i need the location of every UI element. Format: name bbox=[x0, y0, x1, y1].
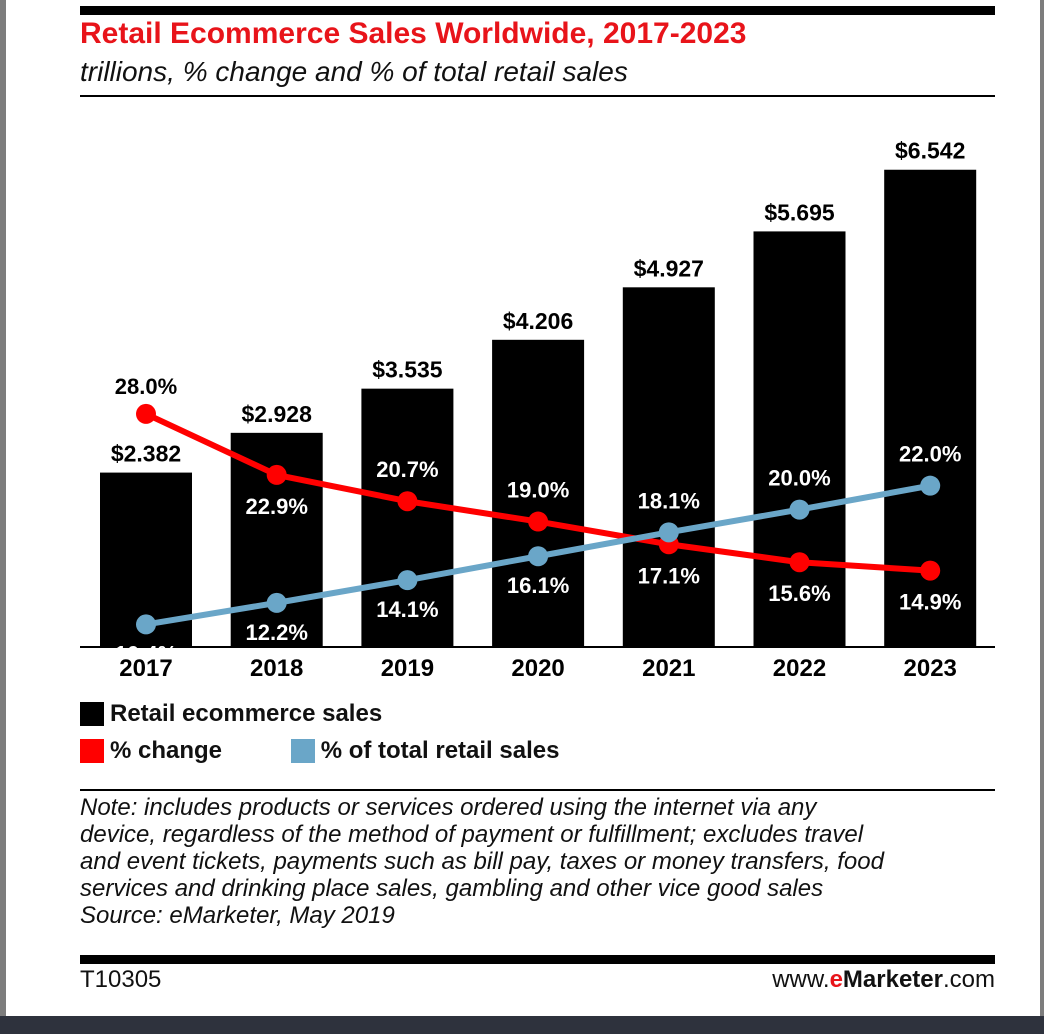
note-line: device, regardless of the method of paym… bbox=[80, 821, 864, 848]
note-line: services and drinking place sales, gambl… bbox=[80, 875, 824, 902]
change-value-label: 22.9% bbox=[246, 494, 308, 519]
legend-item-change: % change bbox=[80, 737, 222, 765]
legend-label-share: % of total retail sales bbox=[320, 737, 560, 764]
share-value-label: 18.1% bbox=[638, 488, 700, 513]
x-tick-label: 2020 bbox=[511, 655, 564, 682]
share-point-2021 bbox=[658, 522, 679, 543]
bar-value-label: $4.206 bbox=[503, 308, 573, 334]
bar-2021 bbox=[622, 287, 715, 646]
share-point-2018 bbox=[266, 592, 287, 613]
change-point-2023 bbox=[920, 560, 941, 581]
share-value-label: 22.0% bbox=[899, 442, 961, 467]
source-line: Source: eMarketer, May 2019 bbox=[80, 902, 395, 929]
chart-note: Note: includes products or services orde… bbox=[80, 794, 995, 929]
change-point-2018 bbox=[266, 464, 287, 485]
brand-e: e bbox=[829, 966, 843, 993]
legend-swatch-share bbox=[290, 739, 315, 763]
brand-url: www.eMarketer.com bbox=[772, 966, 995, 994]
window-border-left bbox=[0, 0, 6, 1016]
change-value-label: 17.1% bbox=[638, 563, 700, 588]
bar-value-label: $2.382 bbox=[111, 441, 181, 467]
bar-2018 bbox=[230, 432, 323, 646]
x-tick-label: 2023 bbox=[904, 655, 957, 682]
share-point-2017 bbox=[136, 614, 156, 635]
share-point-2020 bbox=[528, 546, 549, 567]
x-tick-label: 2018 bbox=[250, 655, 303, 682]
bar-value-label: $3.535 bbox=[372, 357, 443, 383]
brand-suffix: .com bbox=[942, 966, 995, 993]
legend-swatch-sales bbox=[80, 702, 104, 726]
x-tick-label: 2021 bbox=[642, 655, 695, 682]
share-value-label: 16.1% bbox=[507, 573, 569, 598]
legend-item-sales: Retail ecommerce sales bbox=[80, 700, 382, 728]
bar-value-label: $4.927 bbox=[634, 255, 704, 281]
share-value-label: 14.1% bbox=[376, 597, 438, 622]
note-line: and event tickets, payments such as bill… bbox=[80, 848, 884, 875]
top-rule bbox=[80, 6, 995, 15]
change-value-label: 20.7% bbox=[376, 457, 438, 482]
change-point-2019 bbox=[397, 491, 418, 512]
chart-subtitle: trillions, % change and % of total retai… bbox=[80, 56, 628, 87]
window-border-right bbox=[1040, 0, 1044, 1016]
share-value-label: 12.2% bbox=[246, 620, 308, 645]
share-value-label: 20.0% bbox=[768, 466, 830, 491]
chart-code: T10305 bbox=[80, 966, 162, 993]
note-line: Note: includes products or services orde… bbox=[80, 794, 817, 821]
chart-title: Retail Ecommerce Sales Worldwide, 2017-2… bbox=[80, 17, 747, 50]
bar-value-label: $5.695 bbox=[764, 199, 835, 225]
change-value-label: 14.9% bbox=[899, 590, 961, 615]
share-point-2022 bbox=[789, 499, 810, 520]
legend-swatch-change bbox=[80, 739, 104, 763]
legend-row-1: Retail ecommerce sales bbox=[80, 700, 382, 733]
header-rule bbox=[80, 95, 995, 97]
change-value-label: 19.0% bbox=[507, 478, 569, 503]
brand-name: Marketer bbox=[842, 966, 943, 993]
line-series bbox=[136, 403, 941, 635]
x-tick-label: 2017 bbox=[119, 655, 172, 682]
bar-value-label: $6.542 bbox=[895, 138, 965, 164]
legend-item-share: % of total retail sales bbox=[290, 737, 560, 765]
bar-2020 bbox=[492, 339, 585, 646]
change-point-2022 bbox=[789, 552, 810, 573]
share-point-2019 bbox=[397, 570, 418, 591]
taskbar-strip bbox=[0, 1016, 1044, 1034]
bar-2022 bbox=[753, 231, 846, 647]
change-value-label: 15.6% bbox=[768, 581, 830, 606]
note-rule bbox=[80, 789, 995, 791]
chart-plot: $2.382 $2.928 $3.535 $4.206 $4.927 $5.695 $6.5… bbox=[80, 138, 995, 682]
x-tick-label: 2019 bbox=[381, 655, 434, 682]
data-labels: $2.382 $2.928 $3.535 $4.206 $4.927 $5.695 $6.5… bbox=[111, 138, 966, 682]
legend-row-2: % change % of total retail sales bbox=[80, 737, 559, 770]
brand-prefix: www. bbox=[772, 966, 830, 993]
bar-value-label: $2.928 bbox=[242, 401, 313, 427]
change-point-2020 bbox=[528, 511, 549, 532]
change-point-2017 bbox=[136, 403, 156, 424]
legend-label-sales: Retail ecommerce sales bbox=[110, 700, 383, 727]
change-value-label: 28.0% bbox=[115, 374, 177, 399]
x-tick-label: 2022 bbox=[773, 655, 826, 682]
bar-2019 bbox=[361, 388, 454, 646]
share-point-2023 bbox=[920, 475, 941, 496]
legend-label-change: % change bbox=[110, 737, 223, 764]
footer-rule bbox=[80, 955, 995, 964]
share-value-label: 10.4% bbox=[115, 641, 177, 666]
